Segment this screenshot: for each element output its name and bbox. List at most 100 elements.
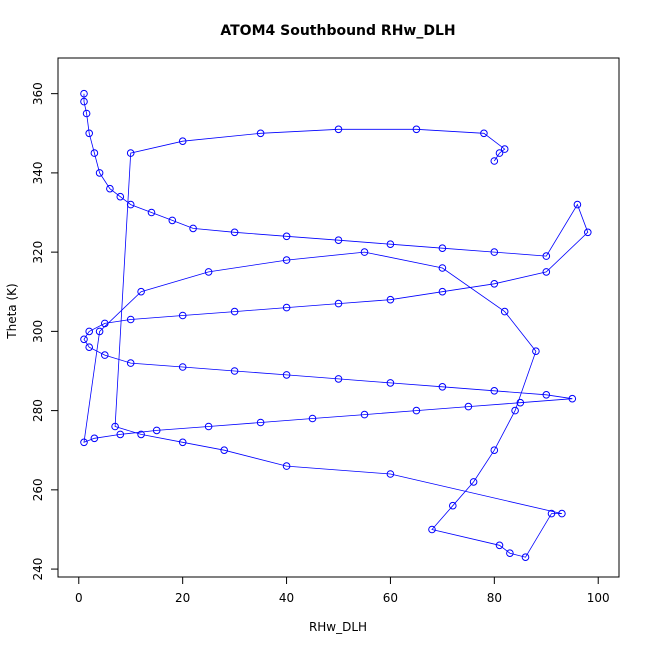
data-point — [82, 109, 91, 118]
data-point — [490, 446, 499, 455]
chart-title: ATOM4 Southbound RHw_DLH — [220, 23, 455, 39]
data-point — [230, 228, 239, 237]
data-point — [490, 280, 499, 288]
data-point — [152, 426, 161, 435]
data-point — [438, 244, 447, 252]
y-tick-label: 260 — [31, 478, 45, 501]
x-tick-label: 100 — [587, 591, 610, 605]
y-tick-label: 280 — [31, 399, 45, 422]
data-point — [334, 299, 343, 308]
data-point — [490, 248, 499, 256]
data-point — [469, 478, 478, 486]
data-point — [334, 236, 343, 244]
data-point — [126, 359, 135, 367]
data-point — [282, 232, 291, 241]
y-tick-label: 300 — [31, 320, 45, 343]
y-tick-label: 320 — [31, 241, 45, 264]
data-point — [178, 438, 187, 447]
data-point — [204, 268, 213, 276]
data-point — [386, 240, 395, 248]
data-point — [558, 509, 566, 518]
data-point — [90, 434, 99, 443]
axes: 0 20 40 60 80 100 240 260 280 300 320 340 360 — [31, 82, 610, 605]
data-point — [449, 501, 457, 510]
data-point — [511, 406, 519, 415]
data-point — [428, 525, 436, 534]
data-point — [480, 129, 488, 138]
data-point — [547, 509, 556, 518]
data-point — [189, 224, 197, 233]
data-point — [80, 97, 88, 106]
data-point — [256, 418, 265, 427]
data-point — [147, 208, 156, 217]
data-point — [506, 549, 514, 558]
data-point — [116, 430, 125, 439]
data-point — [230, 307, 239, 316]
x-tick-label: 40 — [279, 591, 294, 605]
data-point — [111, 422, 119, 431]
data-point — [230, 367, 239, 375]
data-point — [101, 319, 109, 328]
data-point — [106, 184, 114, 193]
x-tick-label: 0 — [75, 591, 83, 605]
y-tick-label: 340 — [31, 161, 45, 184]
data-point — [116, 192, 125, 201]
data-point — [137, 287, 145, 296]
data-point — [126, 149, 135, 157]
data-point — [126, 200, 135, 209]
data-point — [516, 398, 525, 407]
data-point — [584, 228, 592, 237]
data-point — [95, 169, 104, 177]
data-point — [85, 129, 93, 138]
data-point — [256, 129, 265, 138]
data-point — [282, 256, 291, 264]
data-point — [438, 383, 447, 391]
y-tick-label: 360 — [31, 82, 45, 105]
data-point — [334, 375, 343, 383]
data-point — [542, 268, 551, 276]
y-tick-label: 240 — [31, 558, 45, 581]
data-point — [412, 125, 421, 134]
data-point — [412, 406, 421, 415]
data-point — [80, 89, 88, 98]
y-axis-label: Theta (K) — [5, 283, 19, 339]
data-point — [495, 149, 504, 157]
x-tick-label: 20 — [175, 591, 190, 605]
data-point — [220, 446, 228, 455]
data-point — [282, 303, 291, 312]
data-point — [490, 157, 499, 165]
data-point — [85, 327, 93, 336]
data-point — [438, 287, 447, 296]
x-axis-label: RHw_DLH — [309, 620, 367, 634]
data-point — [573, 200, 582, 209]
data-point — [490, 387, 499, 395]
data-point — [101, 351, 109, 359]
data-point — [568, 394, 577, 403]
data-point — [386, 470, 395, 478]
series-line — [83, 93, 589, 558]
data-point — [360, 248, 369, 256]
data-point — [542, 252, 551, 260]
data-point — [80, 335, 88, 344]
data-point — [126, 315, 135, 324]
data-point — [178, 137, 187, 145]
data-point — [282, 371, 291, 379]
data-point — [495, 541, 504, 550]
data-point — [137, 430, 145, 439]
data-point — [500, 145, 509, 153]
x-tick-label: 60 — [383, 591, 398, 605]
plot-frame — [57, 57, 620, 578]
x-tick-label: 80 — [487, 591, 502, 605]
data-point — [282, 462, 291, 470]
data-series — [80, 89, 592, 562]
data-point — [532, 347, 540, 356]
data-point — [500, 307, 509, 316]
data-point — [521, 553, 530, 562]
data-point — [334, 125, 343, 134]
data-point — [464, 402, 473, 411]
data-point — [85, 343, 93, 352]
data-point — [95, 327, 104, 336]
data-point — [204, 422, 213, 431]
data-point — [360, 410, 369, 419]
